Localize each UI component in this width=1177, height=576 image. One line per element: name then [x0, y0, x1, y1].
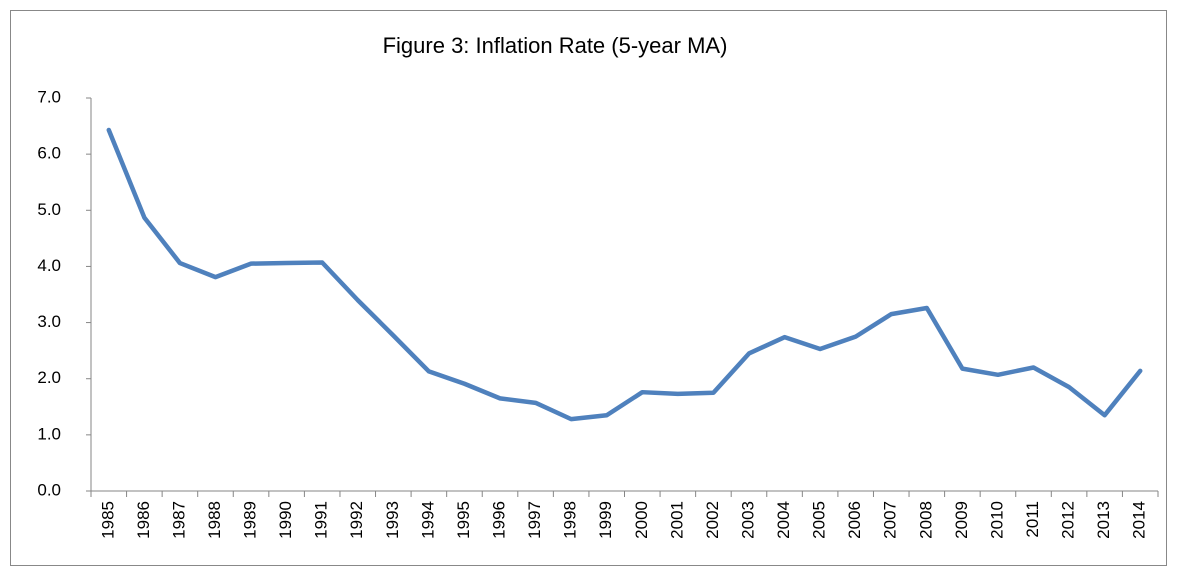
line-series — [106, 127, 1143, 422]
x-tick-label: 2007 — [881, 501, 900, 539]
x-tick-label: 2013 — [1094, 501, 1113, 539]
x-tick-label: 2009 — [952, 501, 971, 539]
x-tick-label: 2011 — [1023, 501, 1042, 538]
x-tick-label: 1989 — [241, 501, 260, 539]
y-tick-label: 0.0 — [37, 480, 61, 499]
x-tick-label: 2001 — [667, 501, 686, 539]
x-tick-label: 1986 — [134, 501, 153, 539]
x-tick-label: 1992 — [347, 501, 366, 539]
x-tick-label: 2000 — [632, 501, 651, 539]
x-tick-label: 2002 — [703, 501, 722, 539]
x-tick-label: 2005 — [810, 501, 829, 539]
x-tick-label: 1999 — [596, 501, 615, 539]
y-tick-label: 4.0 — [37, 256, 61, 275]
x-tick-label: 1991 — [312, 501, 331, 539]
chart-frame — [10, 10, 1167, 566]
y-tick-label: 5.0 — [37, 200, 61, 219]
x-tick-label: 2003 — [738, 501, 757, 539]
y-tick-label: 3.0 — [37, 312, 61, 331]
x-tick-label: 1988 — [205, 501, 224, 539]
y-tick-label: 6.0 — [37, 144, 61, 163]
x-tick-label: 1990 — [276, 501, 295, 539]
y-tick-label: 1.0 — [37, 424, 61, 443]
x-tick-label: 2014 — [1130, 501, 1149, 539]
x-tick-label: 2010 — [987, 501, 1006, 539]
x-tick-label: 1995 — [454, 501, 473, 539]
x-tick-label: 1998 — [561, 501, 580, 539]
x-tick-label: 1985 — [98, 501, 117, 539]
y-tick-label: 2.0 — [37, 368, 61, 387]
chart-title: Figure 3: Inflation Rate (5-year MA) — [383, 33, 728, 58]
x-tick-label: 2006 — [845, 501, 864, 539]
x-tick-label: 1987 — [169, 501, 188, 539]
x-tick-label: 1997 — [525, 501, 544, 539]
x-tick-label: 1994 — [418, 501, 437, 539]
x-tick-label: 1993 — [383, 501, 402, 539]
x-tick-label: 1996 — [490, 501, 509, 539]
x-tick-label: 2012 — [1059, 501, 1078, 539]
x-tick-label: 2004 — [774, 501, 793, 539]
x-tick-label: 2008 — [916, 501, 935, 539]
y-tick-label: 7.0 — [37, 87, 61, 106]
